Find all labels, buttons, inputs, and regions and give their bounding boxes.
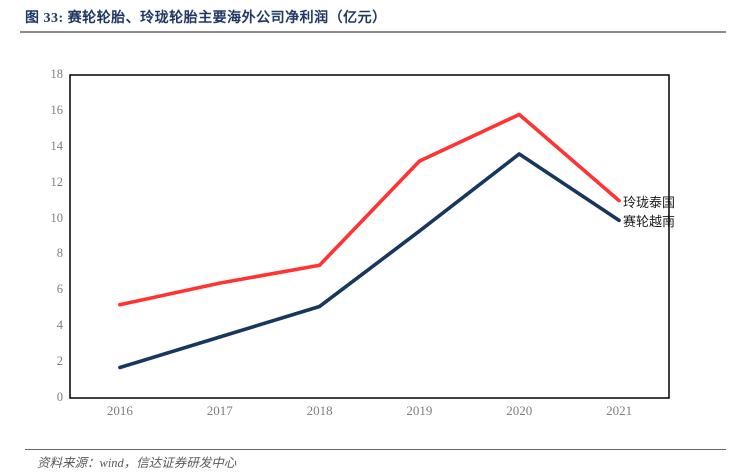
y-axis-tick-label: 4 <box>56 318 63 333</box>
y-axis-tick-label: 18 <box>50 67 64 81</box>
y-axis-tick-label: 0 <box>56 390 63 404</box>
y-axis-tick-label: 12 <box>50 174 64 189</box>
figure-title: 图 33: 赛轮轮胎、玲珑轮胎主要海外公司净利润（亿元） <box>25 11 387 26</box>
y-axis-tick-label: 6 <box>56 282 63 297</box>
series-line-0 <box>118 112 621 307</box>
y-axis-tick-label: 14 <box>50 138 64 153</box>
series-line-1 <box>118 152 621 370</box>
plot-border <box>69 74 670 399</box>
y-axis-tick-label: 16 <box>50 102 64 117</box>
x-axis-tick-label: 2016 <box>106 403 133 418</box>
source-note: 资料来源：wind，信达证券研发中心 <box>37 456 237 470</box>
y-axis-tick-label: 8 <box>56 246 63 261</box>
x-axis-tick-label: 2017 <box>206 403 233 418</box>
x-axis-tick-label: 2018 <box>306 403 333 418</box>
y-axis-tick-label: 2 <box>56 354 63 369</box>
series-end-label-1: 赛轮越南 <box>623 214 676 230</box>
y-axis-tick-label: 10 <box>50 210 64 225</box>
series-end-label-0: 玲珑泰国 <box>623 194 676 210</box>
source-divider <box>25 449 726 450</box>
x-axis-tick-label: 2019 <box>406 403 433 418</box>
x-axis-tick-label: 2021 <box>606 403 633 418</box>
title-divider <box>20 31 726 33</box>
x-axis-tick-label: 2020 <box>506 403 533 418</box>
